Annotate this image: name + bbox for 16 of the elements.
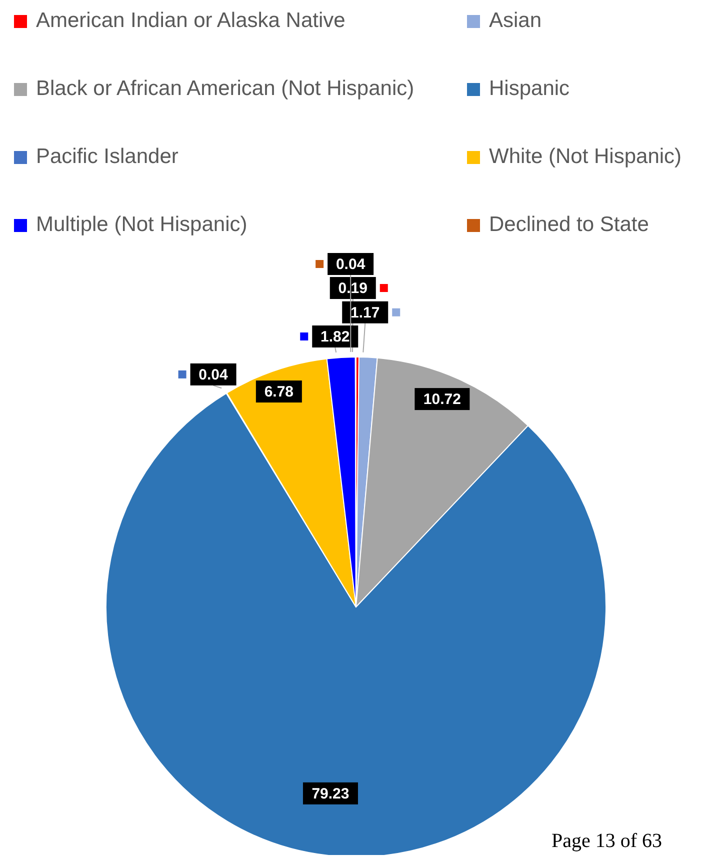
data-label: 6.78 (264, 384, 294, 400)
legend-label: White (Not Hispanic) (489, 145, 682, 169)
data-label: 79.23 (312, 785, 350, 802)
legend-label: Pacific Islander (36, 145, 178, 169)
legend-label: American Indian or Alaska Native (36, 9, 346, 33)
legend-label: Black or African American (Not Hispanic) (36, 77, 414, 101)
legend-label: Hispanic (489, 77, 570, 101)
data-label: 0.04 (336, 256, 366, 273)
data-label: 10.72 (423, 391, 461, 408)
text: Page 13 of 63 (551, 830, 662, 853)
data-label: 1.82 (320, 328, 350, 346)
data-label: 0.04 (198, 366, 229, 384)
legend-label: Asian (489, 9, 542, 33)
data-label: 1.17 (350, 304, 380, 322)
legend-label: Declined to State (489, 213, 649, 237)
legend-label: Multiple (Not Hispanic) (36, 213, 248, 237)
